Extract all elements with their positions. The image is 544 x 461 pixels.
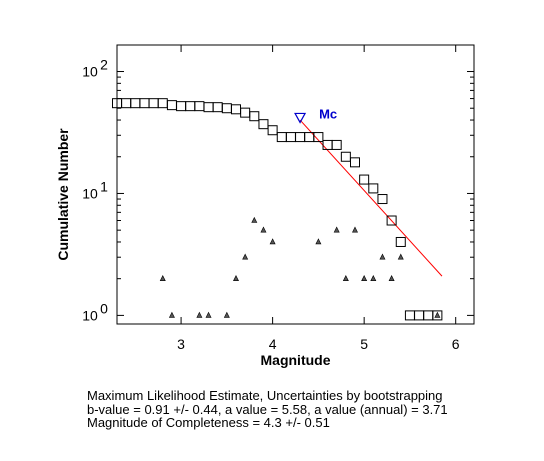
cumulative-point: [221, 103, 232, 114]
cumulative-point: [212, 102, 223, 113]
cumulative-point: [231, 104, 241, 115]
mc-layer: Mc: [294, 106, 337, 124]
x-tick-label: 3: [177, 336, 185, 352]
noncumulative-point: [251, 216, 258, 223]
y-tick-label: 10: [82, 64, 98, 80]
fit-line: [299, 119, 443, 277]
cumulative-point: [368, 183, 379, 194]
x-tick-label: 5: [360, 336, 368, 352]
noncumulative-point: [342, 275, 349, 281]
cumulative-point: [414, 310, 425, 321]
noncumulative-point: [352, 226, 358, 233]
data-marks: [112, 98, 443, 321]
cumulative-point: [432, 310, 443, 321]
noncumulative-point: [196, 311, 203, 318]
caption-b-value: b-value = 0.91 +/- 0.44, a value = 5.58,…: [87, 401, 448, 417]
cumulative-point: [121, 98, 132, 109]
cumulative-point: [185, 101, 196, 112]
cumulative-point: [258, 119, 269, 130]
cumulative-point: [359, 174, 370, 185]
caption-completeness: Magnitude of Completeness = 4.3 +/- 0.51: [87, 415, 330, 430]
x-tick-label: 6: [452, 336, 460, 352]
cumulative-point: [295, 132, 306, 143]
axis-ticks: [117, 45, 474, 324]
cumulative-point: [423, 310, 434, 321]
noncumulative-point: [223, 311, 230, 318]
cumulative-point: [267, 125, 278, 136]
noncumulative-point: [233, 275, 239, 281]
cumulative-point: [194, 101, 205, 112]
cumulative-point: [285, 132, 296, 143]
y-axis-label: Cumulative Number: [55, 128, 71, 261]
cumulative-point: [139, 98, 150, 109]
axes-box: [116, 44, 475, 325]
plot-frame: [116, 44, 475, 325]
cumulative-point: [313, 132, 324, 143]
cumulative-point: [322, 139, 333, 150]
noncumulative-point: [315, 238, 322, 245]
cumulative-point: [148, 98, 159, 109]
mc-label: Mc: [319, 106, 337, 121]
cumulative-point: [331, 139, 342, 150]
fit-line-layer: [299, 119, 443, 277]
cumulative-point: [276, 132, 287, 143]
x-tick-label: 4: [269, 336, 277, 352]
cumulative-point: [166, 100, 177, 111]
noncumulative-point: [434, 311, 441, 318]
y-tick-label: 10: [82, 307, 98, 323]
cumulative-point: [240, 107, 251, 118]
cumulative-point: [386, 215, 397, 226]
noncumulative-point: [242, 253, 249, 260]
y-tick-exponent: 2: [100, 57, 108, 73]
cumulative-point: [404, 310, 415, 321]
cumulative-point: [176, 101, 187, 112]
x-axis-label: Magnitude: [261, 352, 331, 368]
cumulative-point: [203, 102, 214, 113]
y-tick-exponent: 0: [100, 300, 108, 316]
noncumulative-point: [269, 238, 276, 245]
noncumulative-point: [333, 226, 340, 233]
noncumulative-point: [379, 253, 386, 260]
mc-marker-icon: [294, 112, 307, 124]
cumulative-point: [340, 151, 351, 162]
caption-method: Maximum Likelihood Estimate, Uncertainti…: [87, 388, 443, 403]
noncumulative-point: [370, 275, 377, 281]
y-tick-label: 10: [82, 185, 98, 201]
noncumulative-point: [168, 311, 175, 318]
noncumulative-point: [397, 253, 404, 260]
cumulative-point: [249, 111, 260, 122]
cumulative-point: [157, 98, 168, 109]
cumulative-point: [350, 157, 360, 168]
cumulative-point: [377, 194, 388, 205]
cumulative-point: [130, 98, 141, 109]
noncumulative-point: [159, 275, 166, 281]
caption: Maximum Likelihood Estimate, Uncertainti…: [87, 389, 527, 430]
y-tick-exponent: 1: [100, 178, 108, 194]
cumulative-point: [395, 236, 406, 247]
noncumulative-point: [205, 311, 212, 318]
noncumulative-point: [388, 275, 395, 281]
noncumulative-point: [361, 275, 368, 281]
noncumulative-point: [260, 226, 267, 233]
